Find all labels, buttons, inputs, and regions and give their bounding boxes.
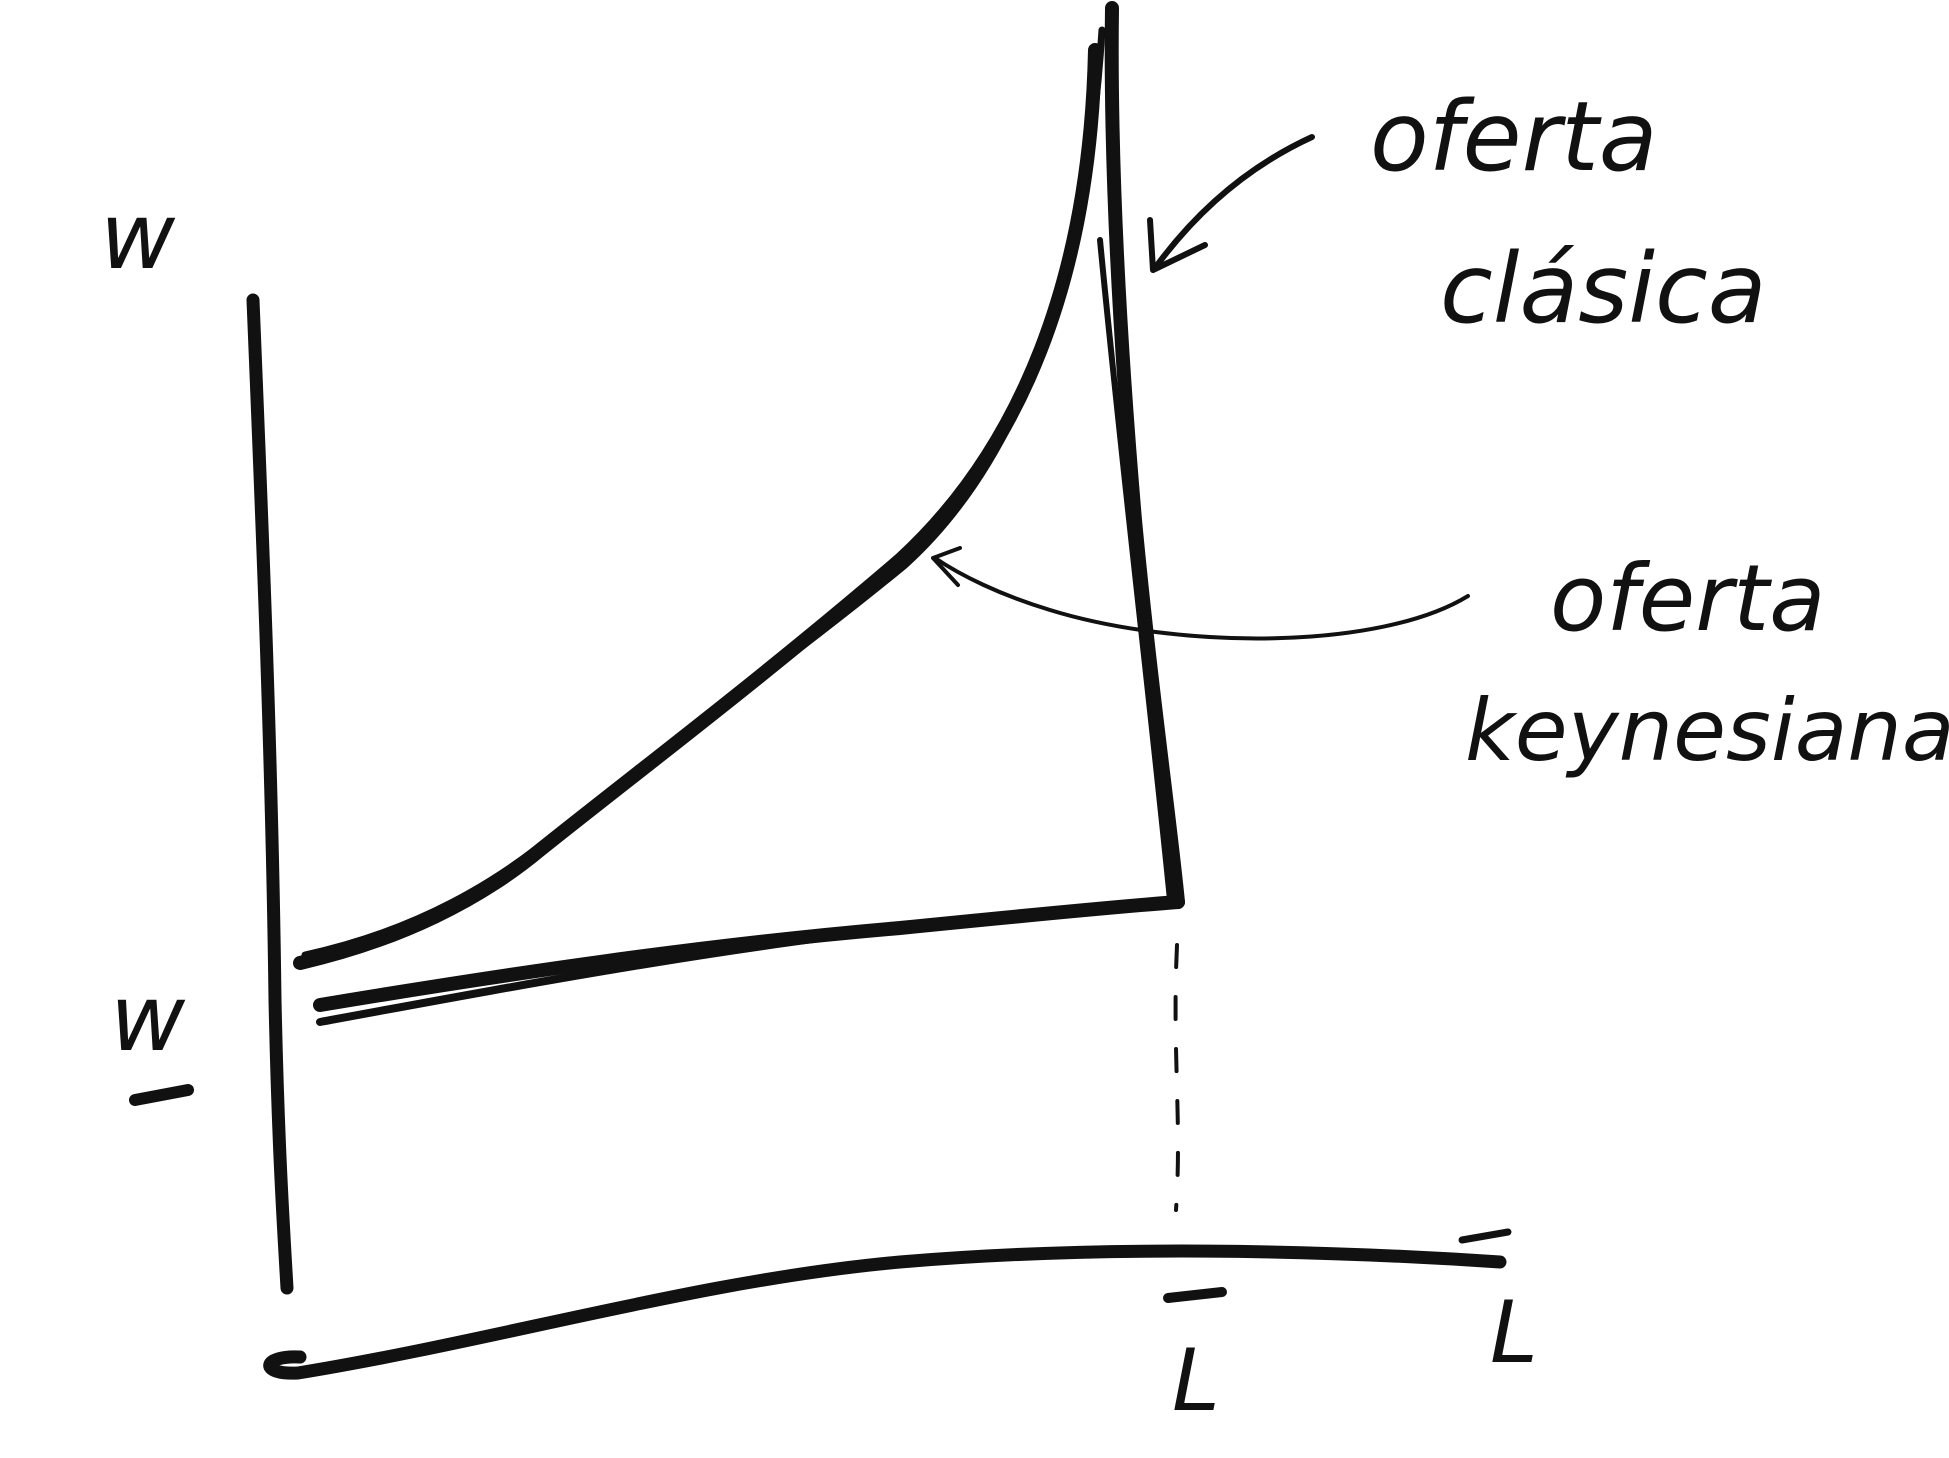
keynesian-supply-label-line2: keynesiana (1465, 681, 1949, 781)
x-axis-arrowhead (1458, 1228, 1512, 1244)
full-employment-bar (1163, 1287, 1227, 1303)
x-axis (263, 1244, 1507, 1380)
classical-arrowhead (1147, 217, 1208, 273)
x-axis-label: L (1490, 1283, 1538, 1383)
keynesian-supply-label-line1: oferta (1550, 545, 1826, 652)
keynesian-arrow-shaft (933, 556, 1470, 641)
keynesian-arrowhead (931, 546, 962, 587)
classical-supply-line (1104, 1, 1185, 909)
full-employment-label: L (1172, 1331, 1220, 1431)
min-wage-line-stroke-2 (316, 900, 1184, 1026)
y-axis (246, 293, 294, 1295)
classical-supply-label-line1: oferta (1370, 81, 1658, 193)
classical-supply-line-stroke-2 (1097, 237, 1173, 903)
min-wage-underline (129, 1084, 194, 1106)
min-wage-label: w (110, 965, 186, 1072)
classical-arrow-shaft (1152, 134, 1315, 271)
classical-supply-label-line2: clásica (1440, 233, 1767, 345)
y-axis-label: w (100, 183, 176, 290)
keynesian-supply-curve-stroke-2 (301, 26, 1106, 959)
full-employment-dashed-line (1173, 943, 1180, 1212)
keynesian-supply-curve (293, 43, 1102, 970)
